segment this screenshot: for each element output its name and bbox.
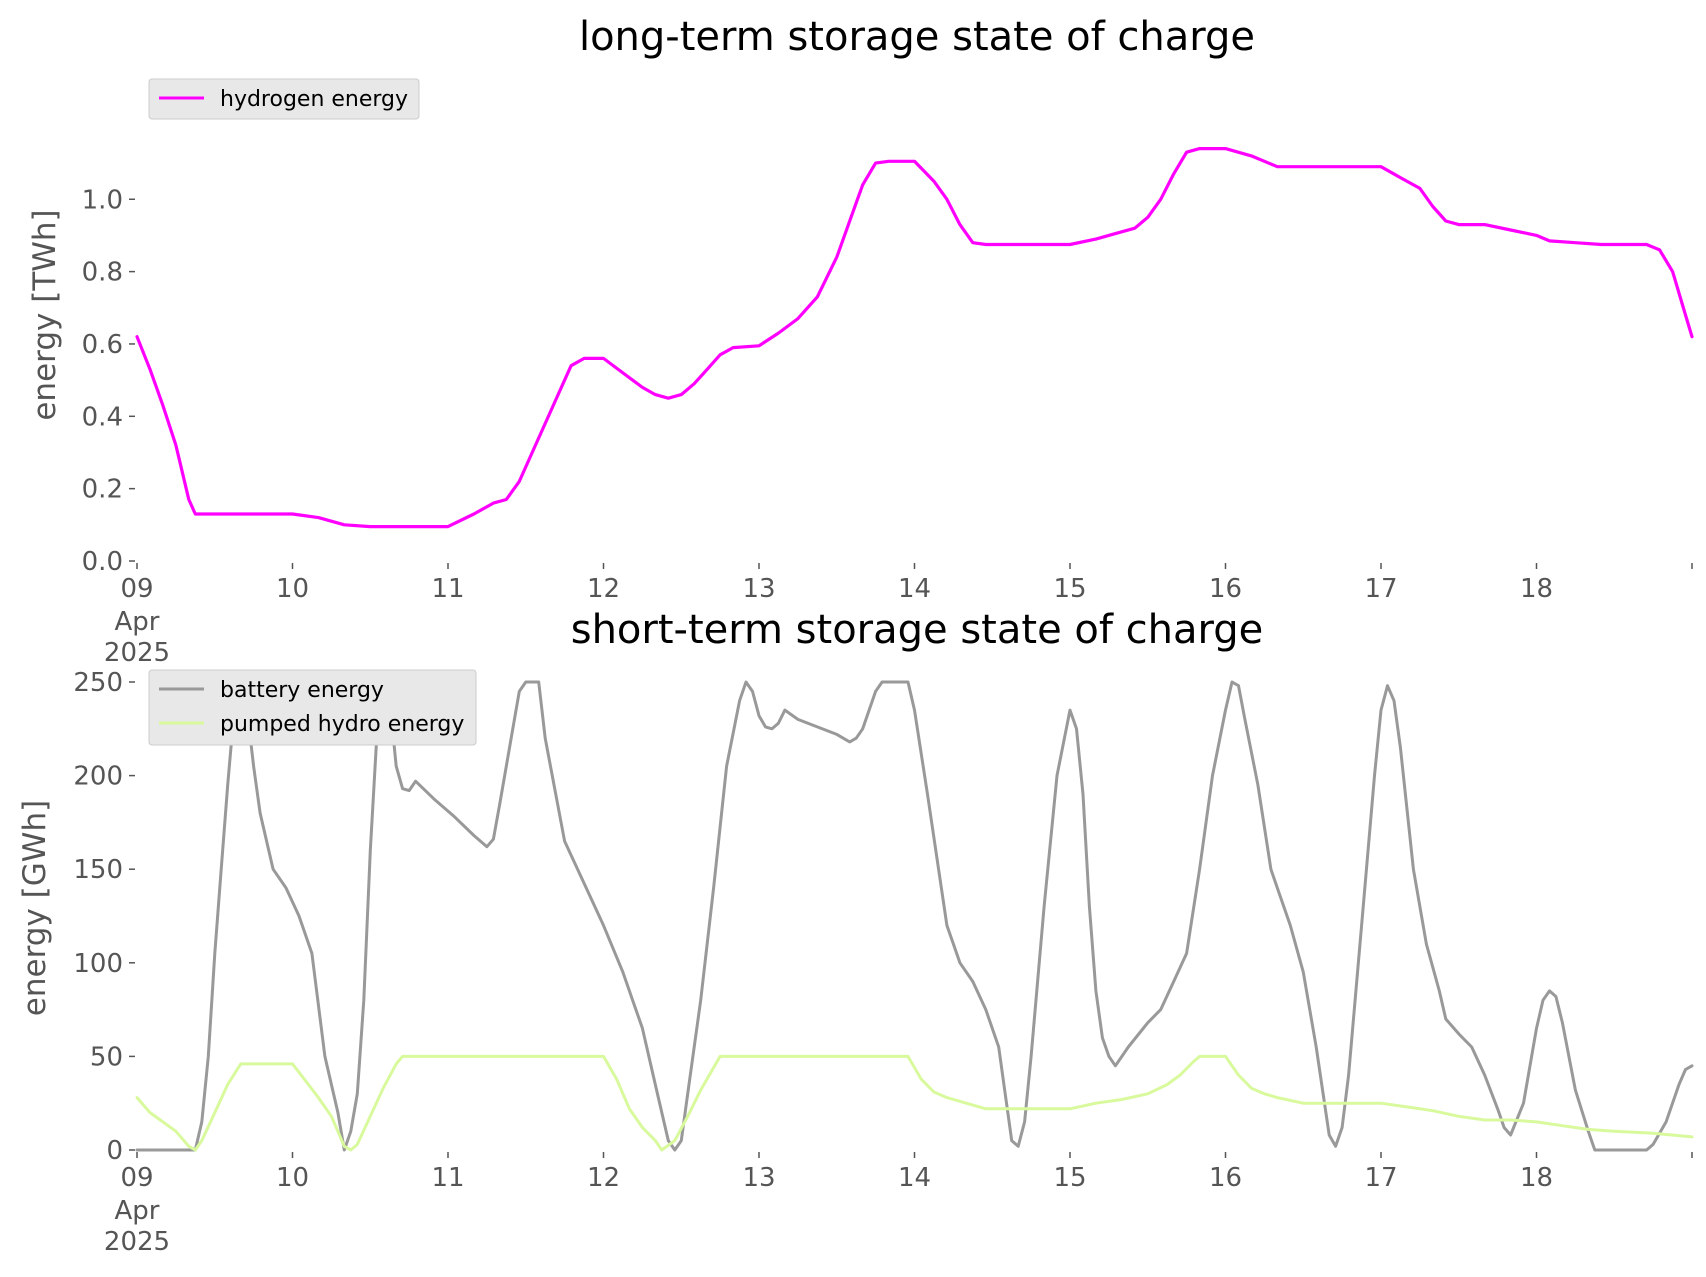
- x-tick-month-label: Apr: [115, 607, 160, 637]
- x-tick-label: 13: [742, 1163, 775, 1193]
- x-tick-label: 13: [742, 574, 775, 604]
- x-tick-label: 18: [1520, 1163, 1553, 1193]
- short-term-storage-chart: short-term storage state of charge energ…: [17, 607, 1694, 1257]
- x-tick-label: 10: [276, 1163, 309, 1193]
- x-tick-label: 09: [120, 1163, 153, 1193]
- legend-label-battery: battery energy: [220, 678, 384, 703]
- y-tick-label: 150: [73, 855, 123, 885]
- y-tick-label: 0.8: [82, 258, 123, 288]
- x-tick-label: 12: [587, 1163, 620, 1193]
- x-tick-label: 11: [431, 574, 464, 604]
- y-tick-label: 1.0: [82, 185, 123, 215]
- y-tick-label: 0.4: [82, 402, 123, 432]
- legend-box: [148, 669, 477, 746]
- x-tick-label: 15: [1053, 574, 1086, 604]
- y-tick-label: 0: [106, 1136, 123, 1166]
- x-tick-label: 11: [431, 1163, 464, 1193]
- y-tick-label: 0.0: [82, 547, 123, 577]
- series-line-pumped-hydro-energy: [135, 1054, 1694, 1152]
- y-tick-label: 0.2: [82, 475, 123, 505]
- x-tick-label: 16: [1209, 1163, 1242, 1193]
- x-tick-label: 17: [1364, 574, 1397, 604]
- y-tick-label: 250: [73, 668, 123, 698]
- long-term-storage-chart: long-term storage state of charge energy…: [27, 14, 1694, 668]
- y-axis-label: energy [TWh]: [27, 209, 63, 420]
- y-tick-label: 100: [73, 949, 123, 979]
- y-axis-label: energy [GWh]: [17, 800, 53, 1016]
- series-line-hydrogen-energy: [135, 147, 1694, 529]
- chart-title: long-term storage state of charge: [579, 14, 1255, 60]
- x-tick-label: 15: [1053, 1163, 1086, 1193]
- x-tick-label: 14: [898, 1163, 931, 1193]
- x-tick-label: 12: [587, 574, 620, 604]
- x-tick-label: 17: [1364, 1163, 1397, 1193]
- x-tick-year-label: 2025: [104, 638, 170, 668]
- chart-title: short-term storage state of charge: [571, 607, 1264, 653]
- x-tick-month-label: Apr: [115, 1196, 160, 1226]
- x-tick-label: 16: [1209, 574, 1242, 604]
- legend: hydrogen energy: [148, 78, 420, 120]
- y-tick-label: 0.6: [82, 330, 123, 360]
- x-tick-label: 09: [120, 574, 153, 604]
- legend: battery energy pumped hydro energy: [148, 669, 477, 746]
- y-tick-label: 50: [90, 1042, 123, 1072]
- x-tick-label: 14: [898, 574, 931, 604]
- x-tick-year-label: 2025: [104, 1227, 170, 1257]
- y-tick-label: 200: [73, 762, 123, 792]
- legend-label-hydrogen: hydrogen energy: [220, 87, 408, 112]
- x-tick-label: 18: [1520, 574, 1553, 604]
- x-tick-label: 10: [276, 574, 309, 604]
- series-lines: [135, 147, 1694, 529]
- legend-label-pumped-hydro: pumped hydro energy: [220, 712, 464, 737]
- legend-box: [148, 78, 420, 120]
